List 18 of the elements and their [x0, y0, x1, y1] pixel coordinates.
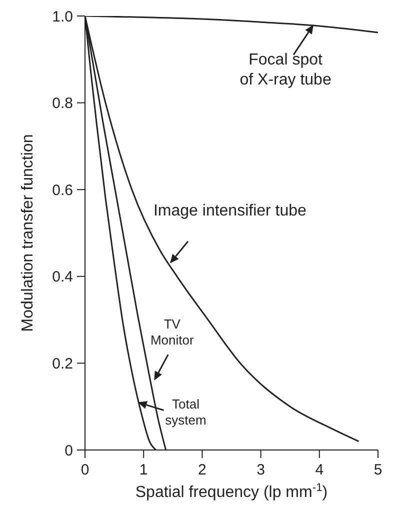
annotation: Image intensifier tube: [153, 202, 307, 220]
x-tick-label: 0: [80, 462, 90, 479]
x-axis-title: Spatial frequency (lp mm$^{-1}$): [135, 482, 328, 501]
y-tick-label: 0.8: [52, 95, 73, 112]
annotation: TV Monitor: [150, 316, 194, 348]
y-axis-title: Modulation transfer function: [20, 134, 37, 332]
x-tick-label: 3: [256, 462, 265, 479]
y-tick-label: 0.2: [52, 356, 73, 373]
y-tick-label: 1.0: [52, 8, 73, 26]
y-tick-label: 0: [64, 442, 73, 460]
x-tick-label: 5: [374, 462, 382, 479]
y-tick-label: 0.6: [52, 182, 73, 199]
x-tick-label: 2: [198, 462, 206, 479]
x-tick-label: 4: [315, 462, 324, 479]
y-tick-label: 0.4: [52, 268, 73, 286]
x-tick-label: 1: [139, 462, 148, 479]
annotation: Focal spot of X-ray tube: [240, 52, 332, 89]
annotation: Total system: [165, 396, 206, 428]
